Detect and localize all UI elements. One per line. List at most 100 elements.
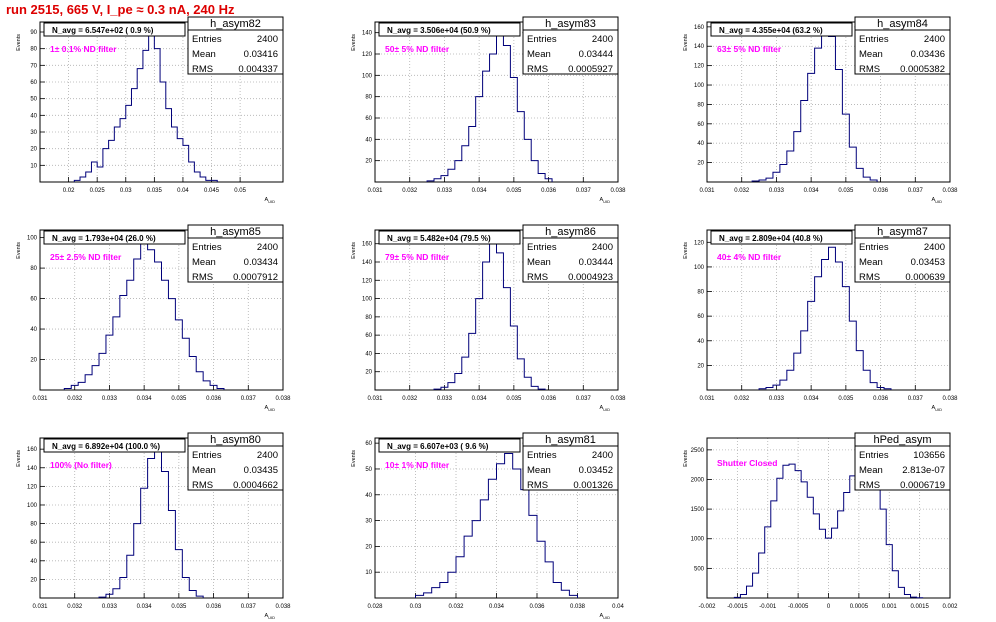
run-title: run 2515, 665 V, I_pe ≈ 0.3 nA, 240 Hz <box>6 2 235 17</box>
filter-annotation: 79± 5% ND filter <box>385 252 450 262</box>
filter-annotation: 25± 2.5% ND filter <box>50 252 122 262</box>
x-axis-title-subscript: UID <box>268 407 275 412</box>
y-tick-label: 50 <box>365 467 372 473</box>
histogram-bin <box>92 366 99 390</box>
stats-label: Entries <box>527 450 557 461</box>
histogram-bin <box>880 509 886 598</box>
stats-label: Mean <box>192 49 216 60</box>
histogram-bin <box>874 475 880 598</box>
x-tick-label: 0.033 <box>437 396 453 402</box>
x-tick-label: 0.035 <box>506 396 522 402</box>
histogram-bin <box>780 165 787 182</box>
histogram-bin <box>850 476 856 598</box>
histogram-bin <box>141 488 148 598</box>
histogram-bin <box>441 387 448 390</box>
x-tick-label: 0.038 <box>610 188 626 194</box>
histogram-bin <box>448 169 455 182</box>
histogram-line <box>73 34 218 182</box>
x-tick-label: 0.036 <box>529 604 545 610</box>
navg-text: N_avg = 2.809e+04 (40.8 %) <box>719 234 823 243</box>
navg-text: N_avg = 6.607e+03 ( 9.6 %) <box>387 442 489 451</box>
x-tick-label: 0.037 <box>576 188 592 194</box>
stats-label: RMS <box>527 480 548 491</box>
stats-value: 0.0004662 <box>233 480 278 491</box>
histogram-bin <box>780 380 787 390</box>
stats-box-title: hPed_asym <box>873 434 931 446</box>
y-tick-label: 60 <box>697 314 704 320</box>
histogram-bin <box>469 333 476 390</box>
y-tick-label: 60 <box>365 116 372 122</box>
histogram-bin <box>182 578 189 598</box>
x-tick-label: 0.037 <box>241 396 257 402</box>
histogram-bin <box>849 321 856 390</box>
stats-label: Mean <box>527 49 551 60</box>
x-tick-label: 0.036 <box>206 396 222 402</box>
y-tick-label: 120 <box>362 278 373 284</box>
histogram-bin <box>746 586 752 598</box>
x-tick-label: 0.034 <box>472 188 488 194</box>
histogram-bin <box>789 464 795 598</box>
y-tick-label: 20 <box>365 370 372 376</box>
y-axis-title: Events <box>683 242 689 259</box>
y-tick-label: 140 <box>362 260 373 266</box>
x-tick-label: 0.035 <box>147 188 163 194</box>
histogram-bin <box>863 177 870 182</box>
histogram-bin <box>177 139 183 182</box>
stats-value: 2400 <box>592 242 613 253</box>
x-tick-label: 0.037 <box>908 396 924 402</box>
y-tick-label: 120 <box>27 484 38 490</box>
y-tick-label: 500 <box>694 566 705 572</box>
histogram-bin <box>131 89 137 182</box>
histogram-bin <box>424 593 432 598</box>
x-tick-label: 0.025 <box>90 188 106 194</box>
histogram-bin <box>835 70 842 182</box>
y-tick-label: 60 <box>365 333 372 339</box>
histogram-bin <box>787 151 794 182</box>
filter-annotation: 40± 4% ND filter <box>717 252 782 262</box>
filter-annotation: Shutter Closed <box>717 458 777 468</box>
histogram-bin <box>168 299 175 390</box>
x-tick-label: 0.0015 <box>910 604 929 610</box>
x-tick-label: 0.04 <box>177 188 189 194</box>
y-tick-label: 90 <box>30 30 37 36</box>
stats-box-title: h_asym87 <box>877 226 928 238</box>
histogram-bin <box>149 35 155 182</box>
histogram-bin <box>517 359 524 390</box>
histogram-bin <box>787 370 794 390</box>
x-tick-label: 0.037 <box>241 604 257 610</box>
histogram-bin <box>99 597 106 598</box>
histogram-line <box>758 246 892 390</box>
histogram-bin <box>808 73 815 182</box>
stats-value: 103656 <box>913 450 945 461</box>
x-tick-label: 0.032 <box>734 396 750 402</box>
y-tick-label: 100 <box>694 83 705 89</box>
histogram-bin <box>455 374 462 390</box>
y-axis-title: Events <box>16 450 22 467</box>
histogram-line <box>415 452 578 598</box>
histogram-bin <box>91 162 97 182</box>
histogram-bin <box>80 177 86 182</box>
histogram-bin <box>510 326 517 390</box>
histogram-bin <box>456 557 464 598</box>
stats-box <box>187 432 284 491</box>
histogram-bin <box>134 524 141 598</box>
y-tick-label: 140 <box>362 31 373 37</box>
stats-value: 0.0006719 <box>900 480 945 491</box>
histogram-bin <box>168 511 175 598</box>
histogram-bin <box>815 277 822 390</box>
histogram-bin <box>172 127 178 182</box>
histogram-bin <box>844 493 850 598</box>
stats-value: 0.03444 <box>579 257 613 268</box>
stats-value: 2400 <box>924 34 945 45</box>
navg-box <box>710 230 853 245</box>
histogram-bin <box>127 280 134 390</box>
histogram-bin <box>189 356 196 390</box>
stats-value: 2400 <box>592 34 613 45</box>
histogram-bin <box>497 33 504 182</box>
y-tick-label: 30 <box>30 130 37 136</box>
hist-panel-h_asym81: 0.028 0.03 0.032 0.034 0.036 0.038 0.04 10 20 30 4… <box>351 432 624 620</box>
histogram-bin <box>64 388 71 390</box>
histogram-bin <box>134 259 141 390</box>
hist-panel-h_asym86: 0.031 0.032 0.033 0.034 0.035 0.036 0.037 0.038… <box>351 224 626 412</box>
x-tick-label: 0.038 <box>942 188 958 194</box>
